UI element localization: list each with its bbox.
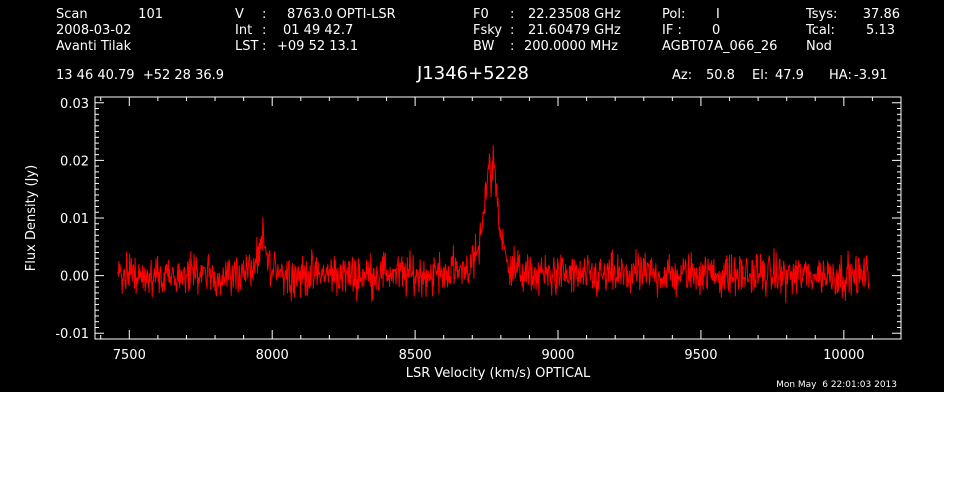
integration-value: 01 49 42.7 xyxy=(283,23,353,38)
scan-label: Scan xyxy=(56,7,88,22)
sky-frequency-value: 21.60479 GHz xyxy=(528,23,621,38)
x-tick-label: 9000 xyxy=(541,348,574,363)
source-name-title: J1346+5228 xyxy=(416,63,529,84)
azimuth-value: 50.8 xyxy=(706,68,735,83)
y-tick-label: 0.00 xyxy=(60,270,89,285)
x-tick-label: 8000 xyxy=(256,348,289,363)
observer-name: Avanti Tilak xyxy=(56,39,132,54)
hour-angle-value: -3.91 xyxy=(854,68,888,83)
hour-angle-label: HA: xyxy=(829,68,852,83)
velocity-value: 8763.0 OPTI-LSR xyxy=(287,7,396,22)
tcal-value: 5.13 xyxy=(866,23,895,38)
axis-ticks xyxy=(95,96,902,340)
y-axis-title: Flux Density (Jy) xyxy=(24,165,39,271)
elevation-value: 47.9 xyxy=(775,68,804,83)
rest-frequency-value: 22.23508 GHz xyxy=(528,7,621,22)
flux-density-spectrum-line xyxy=(117,144,871,304)
plot-timestamp: Mon May 6 22:01:03 2013 xyxy=(776,380,897,390)
x-tick-label: 10000 xyxy=(823,348,864,363)
tsys-label: Tsys: xyxy=(805,7,837,22)
x-tick-label: 7500 xyxy=(113,348,146,363)
azimuth-label: Az: xyxy=(672,68,692,83)
velocity-label: V xyxy=(235,7,244,22)
elevation-label: El: xyxy=(752,68,768,83)
sky-frequency-colon: : xyxy=(510,23,514,38)
y-tick-label: 0.03 xyxy=(60,97,89,112)
axis-tick-labels: 7500 8000 8500 9000 9500 10000 -0.01 0.00 0.01 0.… xyxy=(55,97,864,363)
bandwidth-label: BW xyxy=(473,39,494,54)
source-coordinates: 13 46 40.79 +52 28 36.9 xyxy=(56,68,224,83)
lst-colon: : xyxy=(262,39,266,54)
integration-label: Int xyxy=(235,23,252,38)
bandwidth-value: 200.0000 MHz xyxy=(524,39,618,54)
bandwidth-colon: : xyxy=(510,39,514,54)
rest-frequency-colon: : xyxy=(510,7,514,22)
tcal-label: Tcal: xyxy=(805,23,835,38)
polarization-value: I xyxy=(716,7,720,22)
x-tick-label: 9500 xyxy=(684,348,717,363)
plot-background xyxy=(0,0,944,392)
if-value: 0 xyxy=(712,23,720,38)
y-tick-label: -0.01 xyxy=(55,327,89,342)
y-tick-label: 0.01 xyxy=(60,212,89,227)
y-tick-label: 0.02 xyxy=(60,154,89,169)
observation-date: 2008-03-02 xyxy=(56,23,132,38)
sky-frequency-label: Fsky xyxy=(473,23,502,38)
tsys-value: 37.86 xyxy=(863,7,900,22)
velocity-colon: : xyxy=(262,7,266,22)
if-label: IF : xyxy=(662,23,682,38)
x-tick-label: 8500 xyxy=(399,348,432,363)
polarization-label: Pol: xyxy=(662,7,685,22)
observing-mode: Nod xyxy=(806,39,832,54)
rest-frequency-label: F0 xyxy=(473,7,489,22)
spectrum-plot-panel: Scan 101 2008-03-02 Avanti Tilak V : 876… xyxy=(0,0,944,392)
x-axis-title: LSR Velocity (km/s) OPTICAL xyxy=(406,366,591,381)
lst-value: +09 52 13.1 xyxy=(277,39,358,54)
lst-label: LST xyxy=(235,39,258,54)
scan-number: 101 xyxy=(138,7,163,22)
integration-colon: : xyxy=(262,23,266,38)
project-id: AGBT07A_066_26 xyxy=(662,39,777,54)
